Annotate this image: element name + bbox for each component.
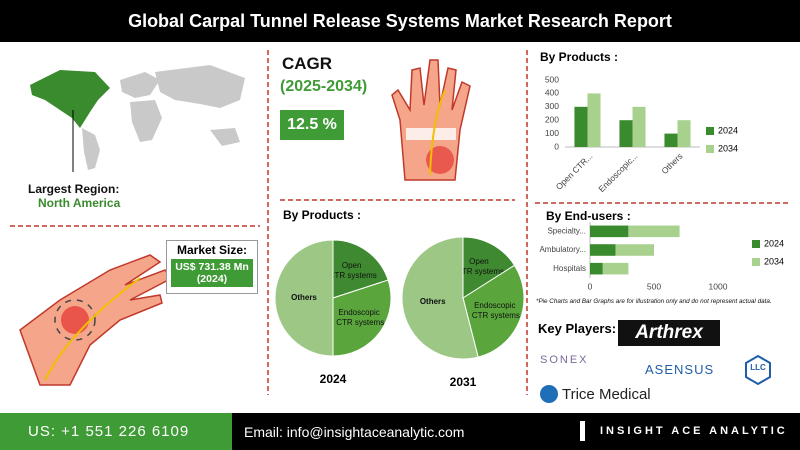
- y-tick-label: Specialty...: [547, 226, 586, 235]
- footer-phone-box: [0, 413, 232, 450]
- x-tick-label: Open CTR...: [554, 151, 595, 192]
- y-tick-label: Ambulatory...: [539, 245, 586, 254]
- legend-label: 2034: [764, 256, 784, 266]
- pie-section-title: By Products :: [283, 208, 362, 222]
- company-logo: SONEX: [540, 354, 589, 366]
- slice-label: Endoscopic CTR systems: [336, 308, 384, 327]
- legend-swatch: [706, 145, 714, 153]
- footer-email: Email: info@insightaceanalytic.com: [244, 424, 465, 440]
- slice-label: Others: [291, 293, 317, 302]
- bar: [664, 133, 678, 147]
- bar: [677, 120, 691, 147]
- slice-label: Endoscopic CTR systems: [472, 301, 520, 320]
- pie-slice: [462, 264, 525, 358]
- bar: [590, 262, 603, 275]
- header-bar: [0, 0, 800, 42]
- legend-label: 2024: [764, 238, 784, 248]
- pie-slice: [401, 236, 479, 360]
- legend-label: 2034: [718, 143, 738, 153]
- cagr-value: 12.5 %: [280, 110, 344, 140]
- cagr-period: (2025-2034): [280, 78, 368, 95]
- y-tick-label: 300: [545, 101, 559, 111]
- slice-label: Open CTR systems: [329, 261, 377, 280]
- bar: [587, 93, 601, 147]
- page-title: Global Carpal Tunnel Release Systems Mar…: [128, 11, 672, 31]
- bar: [574, 106, 588, 147]
- x-tick-label: Endoscopic...: [596, 151, 639, 194]
- y-tick-label: 400: [545, 88, 559, 98]
- pie-year: 2024: [320, 372, 347, 386]
- slice-label: Open CTR systems: [456, 257, 504, 276]
- y-tick-label: 0: [554, 141, 559, 151]
- region-value: North America: [38, 196, 121, 210]
- pie-slice: [332, 239, 389, 299]
- y-tick-label: Hospitals: [553, 264, 586, 273]
- market-size-label: Market Size:: [176, 243, 248, 257]
- y-tick-label: 500: [545, 74, 559, 84]
- separators: [10, 50, 790, 395]
- bar: [590, 225, 629, 238]
- key-players-title: Key Players:: [538, 321, 617, 336]
- company-logo: Arthrex: [635, 322, 703, 343]
- x-tick-label: 0: [588, 281, 593, 291]
- pie-slice: [462, 236, 516, 299]
- company-logo: Trice Medical: [562, 386, 651, 403]
- world-map: [30, 65, 245, 170]
- y-tick-label: 100: [545, 128, 559, 138]
- bar: [632, 106, 646, 147]
- pie-year: 2031: [450, 375, 477, 389]
- cagr-label: CAGR: [282, 54, 333, 73]
- market-size-box: Market Size: US$ 731.38 Mn (2024): [166, 240, 258, 294]
- bar: [619, 120, 633, 147]
- region-label: Largest Region:: [28, 182, 120, 196]
- bar: [628, 225, 680, 238]
- bar: [615, 244, 654, 256]
- logo-box: [618, 320, 720, 346]
- legend-swatch: [706, 127, 714, 135]
- chart-title: By End-users :: [546, 209, 631, 223]
- logo-hex: [745, 354, 771, 386]
- slice-label: Others: [420, 297, 446, 306]
- x-tick-label: Others: [659, 151, 684, 176]
- company-logo: LLC: [750, 363, 766, 372]
- pie-slice: [332, 279, 392, 357]
- legend-label: 2024: [718, 125, 738, 135]
- wrist-illustration: [19, 254, 174, 386]
- legend-swatch: [752, 240, 760, 248]
- logo-icon: [540, 385, 558, 403]
- y-tick-label: 200: [545, 114, 559, 124]
- footer-phone: US: +1 551 226 6109: [28, 423, 190, 440]
- company-logo: ASENSUS: [645, 362, 715, 377]
- chart-title: By Products :: [540, 50, 618, 64]
- market-size-value: US$ 731.38 Mn (2024): [171, 259, 253, 287]
- bar: [602, 262, 629, 275]
- hand-illustration: [391, 59, 471, 181]
- x-tick-label: 500: [647, 281, 661, 291]
- footer-bar: [232, 413, 800, 450]
- pie-slice: [274, 239, 334, 357]
- brand-icon: [580, 421, 585, 441]
- legend-swatch: [752, 258, 760, 266]
- bar: [590, 244, 616, 256]
- note: *Pie Charts and Bar Graphs are for illus…: [536, 298, 772, 305]
- x-tick-label: 1000: [709, 281, 728, 291]
- footer-brand: INSIGHT ACE ANALYTIC: [600, 425, 788, 437]
